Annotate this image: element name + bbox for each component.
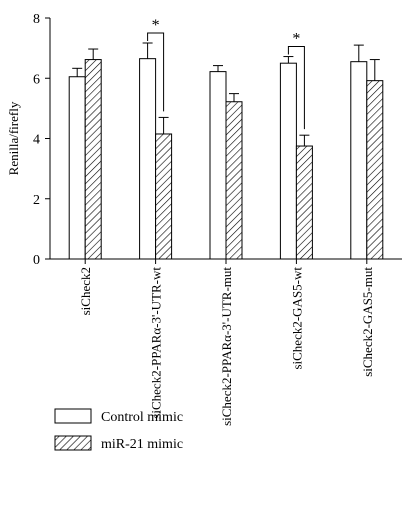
significance-markers: **	[147, 17, 305, 130]
error-bars	[72, 42, 380, 147]
x-tick-label: siCheck2-GAS5-wt	[289, 267, 304, 370]
legend-label-mir21-mimic: miR-21 mimic	[101, 437, 183, 452]
tick-labels: 0 2 4 6 8 Renilla/firefly siCheck2 siCheck2-PPA…	[6, 12, 375, 426]
significance-star: *	[292, 31, 300, 48]
legend-label-control-mimic: Control mimic	[101, 410, 183, 425]
y-axis-label: Renilla/firefly	[6, 101, 21, 175]
bar-control-mimic	[139, 58, 157, 260]
x-tick-label: siCheck2	[78, 267, 93, 315]
bar-control-mimic	[209, 71, 227, 260]
bar-mir21-mimic	[155, 133, 173, 260]
x-tick-label: siCheck2-PPARα-3'-UTR-mut	[219, 267, 234, 426]
bar-mir21-mimic	[366, 80, 384, 260]
bars	[68, 58, 384, 260]
significance-bracket	[147, 32, 165, 112]
significance-star: *	[152, 17, 160, 34]
y-tick-label: 0	[33, 253, 40, 268]
legend-swatch-control-mimic	[54, 408, 92, 424]
bar-mir21-mimic	[295, 145, 313, 260]
x-tick-label: siCheck2-PPARα-3'-UTR-wt	[149, 267, 164, 419]
legend: Control mimic miR-21 mimic	[54, 408, 183, 452]
y-tick-label: 6	[33, 72, 40, 87]
significance-bracket	[287, 46, 305, 130]
y-tick-label: 4	[33, 133, 40, 148]
y-tick-label: 2	[33, 193, 40, 208]
bar-control-mimic	[279, 62, 297, 260]
bar-control-mimic	[350, 61, 368, 260]
y-tick-label: 8	[33, 12, 40, 27]
legend-swatch-mir21-mimic	[54, 435, 92, 451]
bar-mir21-mimic	[225, 101, 243, 260]
bar-control-mimic	[68, 76, 86, 260]
x-tick-label: siCheck2-GAS5-mut	[360, 267, 375, 377]
bar-mir21-mimic	[84, 59, 102, 260]
